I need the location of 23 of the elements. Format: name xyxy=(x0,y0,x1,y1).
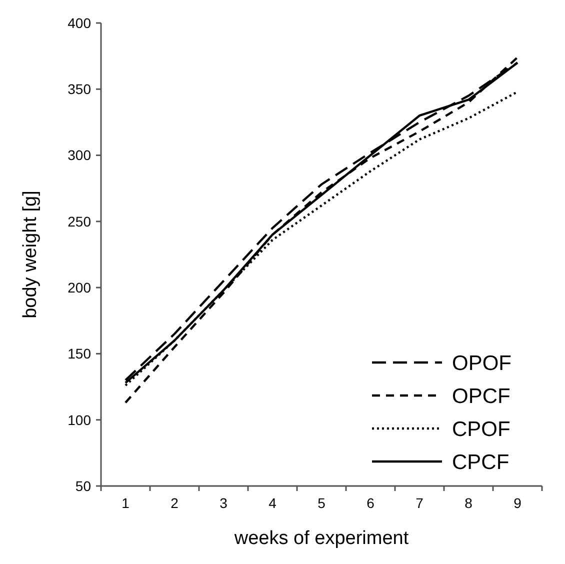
legend-label: OPOF xyxy=(452,352,512,375)
x-tick-label: 4 xyxy=(268,495,277,511)
legend-label: OPCF xyxy=(452,384,510,408)
x-axis-title: weeks of experiment xyxy=(233,528,410,549)
y-tick-label: 250 xyxy=(68,213,92,230)
y-tick-label: 100 xyxy=(68,412,92,428)
y-tick-label: 200 xyxy=(68,279,92,296)
x-tick-label: 6 xyxy=(366,495,375,511)
x-tick-label: 2 xyxy=(170,495,179,511)
x-tick-label: 1 xyxy=(122,495,130,511)
x-tick-label: 5 xyxy=(318,495,326,511)
y-tick-label: 150 xyxy=(68,346,92,362)
legend-label: CPOF xyxy=(452,418,510,441)
y-axis-title: body weight [g] xyxy=(20,190,41,318)
x-tick-label: 8 xyxy=(464,495,473,511)
x-tick-label: 9 xyxy=(514,495,522,511)
y-tick-label: 50 xyxy=(75,478,92,494)
x-tick-label: 3 xyxy=(220,495,228,511)
y-tick-label: 300 xyxy=(68,147,92,164)
y-tick-label: 350 xyxy=(68,81,92,98)
legend-label: CPCF xyxy=(452,450,510,474)
x-tick-label: 7 xyxy=(416,495,424,511)
y-tick-label: 400 xyxy=(68,14,92,31)
